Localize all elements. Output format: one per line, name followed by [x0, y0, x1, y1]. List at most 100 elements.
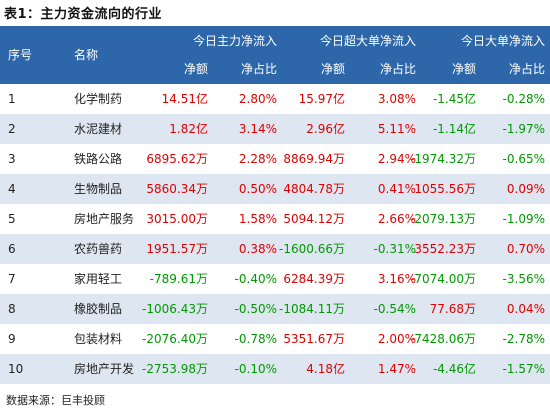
header-index: 序号	[8, 48, 33, 62]
row-large-ratio: -0.28%	[502, 92, 545, 106]
row-index: 9	[8, 332, 16, 346]
row-index: 5	[8, 212, 16, 226]
row-large-ratio: -2.78%	[502, 332, 545, 346]
row-name: 化学制药	[74, 92, 123, 106]
row-large-net: -2079.13万	[410, 212, 476, 226]
row-large-net: -4.46亿	[432, 362, 476, 376]
table-header: 序号 名称 今日主力净流入 今日超大单净流入 今日大单净流入 净额 净占比 净额…	[0, 26, 550, 84]
row-large-ratio: -1.57%	[502, 362, 545, 376]
row-super-net: 8869.94万	[283, 152, 345, 166]
row-index: 1	[8, 92, 16, 106]
row-main-net: 1.82亿	[169, 122, 208, 136]
row-main-ratio: 1.58%	[238, 212, 277, 226]
row-main-ratio: 3.14%	[238, 122, 277, 136]
row-large-net: 77.68万	[429, 302, 476, 316]
row-main-ratio: -0.78%	[234, 332, 277, 346]
row-super-ratio: 0.41%	[377, 182, 416, 196]
row-index: 2	[8, 122, 16, 136]
row-main-net: -2753.98万	[142, 362, 208, 376]
row-main-net: 3015.00万	[146, 212, 208, 226]
row-super-net: 5351.67万	[283, 332, 345, 346]
row-index: 7	[8, 272, 16, 286]
row-name: 房地产开发	[74, 362, 135, 376]
row-super-ratio: 3.08%	[377, 92, 416, 106]
row-name: 水泥建材	[74, 122, 123, 136]
row-main-net: -2076.40万	[142, 332, 208, 346]
row-super-net: 4.18亿	[306, 362, 345, 376]
header-group-large: 今日大单净流入	[460, 34, 545, 48]
table-title: 表1：主力资金流向的行业	[4, 7, 163, 22]
table-row: 1 化学制药 14.51亿 2.80% 15.97亿 3.08% -1.45亿 …	[0, 84, 550, 114]
row-large-ratio: 0.09%	[506, 182, 545, 196]
table-row: 6 农药兽药 1951.57万 0.38% -1600.66万 -0.31% 3…	[0, 234, 550, 264]
row-super-net: 4804.78万	[283, 182, 345, 196]
row-large-net: -1.14亿	[432, 122, 476, 136]
row-super-net: 15.97亿	[298, 92, 345, 106]
row-main-ratio: 2.28%	[238, 152, 277, 166]
row-super-ratio: -0.31%	[373, 242, 416, 256]
table-row: 5 房地产服务 3015.00万 1.58% 5094.12万 2.66% -2…	[0, 204, 550, 234]
row-main-ratio: -0.40%	[234, 272, 277, 286]
row-main-ratio: 0.50%	[238, 182, 277, 196]
header-ratio-1: 净占比	[240, 62, 277, 76]
row-large-net: -1974.32万	[410, 152, 476, 166]
header-group-main: 今日主力净流入	[192, 34, 277, 48]
row-super-net: 2.96亿	[306, 122, 345, 136]
table-row: 2 水泥建材 1.82亿 3.14% 2.96亿 5.11% -1.14亿 -1…	[0, 114, 550, 144]
row-main-net: -1006.43万	[142, 302, 208, 316]
row-index: 10	[8, 362, 24, 376]
row-large-net: -7074.00万	[410, 272, 476, 286]
row-index: 3	[8, 152, 16, 166]
row-super-ratio: -0.54%	[373, 302, 416, 316]
row-name: 家用轻工	[74, 272, 123, 286]
row-main-net: 6895.62万	[146, 152, 208, 166]
row-super-ratio: 2.94%	[377, 152, 416, 166]
row-index: 4	[8, 182, 16, 196]
table-row: 3 铁路公路 6895.62万 2.28% 8869.94万 2.94% -19…	[0, 144, 550, 174]
table-row: 9 包装材料 -2076.40万 -0.78% 5351.67万 2.00% -…	[0, 324, 550, 354]
row-large-net: -1.45亿	[432, 92, 476, 106]
row-super-ratio: 1.47%	[377, 362, 416, 376]
row-super-net: -1600.66万	[279, 242, 345, 256]
row-large-net: 3552.23万	[414, 242, 476, 256]
row-name: 包装材料	[74, 332, 123, 346]
row-name: 农药兽药	[74, 242, 123, 256]
row-name: 铁路公路	[74, 152, 123, 166]
row-large-ratio: -1.09%	[502, 212, 545, 226]
row-large-net: 1055.56万	[414, 182, 476, 196]
row-main-ratio: -0.10%	[234, 362, 277, 376]
row-main-net: 1951.57万	[146, 242, 208, 256]
header-group-super: 今日超大单净流入	[319, 34, 416, 48]
row-main-net: -789.61万	[149, 272, 208, 286]
row-super-net: 6284.39万	[283, 272, 345, 286]
header-net-3: 净额	[451, 62, 476, 76]
row-index: 6	[8, 242, 16, 256]
row-super-net: -1084.11万	[279, 302, 345, 316]
table-body: 1 化学制药 14.51亿 2.80% 15.97亿 3.08% -1.45亿 …	[0, 84, 550, 384]
row-super-ratio: 5.11%	[377, 122, 416, 136]
row-main-ratio: 2.80%	[238, 92, 277, 106]
row-super-ratio: 3.16%	[377, 272, 416, 286]
row-large-net: -7428.06万	[410, 332, 476, 346]
header-ratio-3: 净占比	[508, 62, 545, 76]
row-super-ratio: 2.66%	[377, 212, 416, 226]
table-row: 8 橡胶制品 -1006.43万 -0.50% -1084.11万 -0.54%…	[0, 294, 550, 324]
header-net-1: 净额	[183, 62, 208, 76]
row-main-net: 5860.34万	[146, 182, 208, 196]
row-large-ratio: -3.56%	[502, 272, 545, 286]
table-row: 7 家用轻工 -789.61万 -0.40% 6284.39万 3.16% -7…	[0, 264, 550, 294]
row-main-ratio: 0.38%	[238, 242, 277, 256]
row-main-net: 14.51亿	[161, 92, 208, 106]
row-index: 8	[8, 302, 16, 316]
row-large-ratio: 0.70%	[506, 242, 545, 256]
row-super-net: 5094.12万	[283, 212, 345, 226]
data-source-note: 数据来源：巨丰投顾	[6, 394, 105, 407]
row-large-ratio: -1.97%	[502, 122, 545, 136]
row-name: 房地产服务	[74, 212, 135, 226]
row-super-ratio: 2.00%	[377, 332, 416, 346]
row-main-ratio: -0.50%	[234, 302, 277, 316]
row-large-ratio: 0.04%	[506, 302, 545, 316]
table-row: 4 生物制品 5860.34万 0.50% 4804.78万 0.41% 105…	[0, 174, 550, 204]
header-name: 名称	[74, 48, 99, 62]
header-net-2: 净额	[320, 62, 345, 76]
